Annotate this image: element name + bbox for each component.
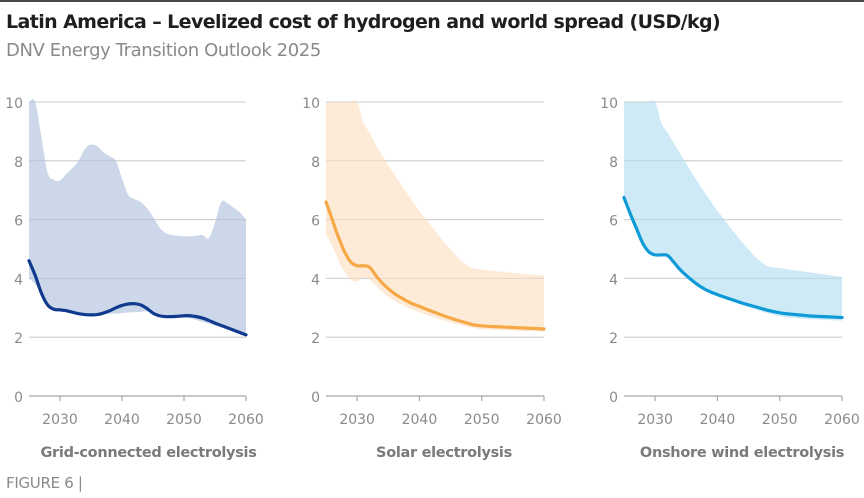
y-tick-label: 10 [302, 96, 320, 112]
top-rule [0, 0, 864, 2]
x-tick-label: 2050 [464, 412, 500, 428]
y-tick-label: 8 [14, 155, 23, 171]
y-tick-label: 6 [14, 214, 23, 230]
x-tick-label: 2040 [402, 412, 438, 428]
latin-america-line [622, 195, 844, 320]
x-tick-label: 2060 [228, 412, 264, 428]
latin-america-line [324, 200, 546, 331]
y-tick-label: 0 [14, 390, 23, 406]
y-tick-label: 6 [311, 214, 320, 230]
x-tick-label: 2040 [104, 412, 140, 428]
x-tick-label: 2050 [166, 412, 202, 428]
y-tick-label: 2 [14, 331, 23, 347]
y-tick-label: 0 [311, 390, 320, 406]
latin-america-line [27, 259, 248, 337]
world-spread-band [29, 99, 246, 335]
y-tick-label: 2 [311, 331, 320, 347]
panel-solar: 2030 2040 2050 2060 0 2 4 6 8 10 Solar electrolysi… [302, 96, 562, 461]
x-tick-label: 2030 [339, 412, 375, 428]
panel-onshore-wind: 2030 2040 2050 2060 0 2 4 6 8 10 Onshore wind elec… [600, 96, 860, 461]
y-tick-label: 4 [14, 272, 23, 288]
chart-subtitle: DNV Energy Transition Outlook 2025 [6, 40, 321, 61]
panel-caption: Grid-connected electrolysis [40, 445, 256, 461]
x-tick-label: 2030 [637, 412, 673, 428]
x-tick-label: 2050 [762, 412, 798, 428]
y-tick-label: 6 [609, 214, 618, 230]
panel-caption: Onshore wind electrolysis [640, 445, 844, 461]
panel-caption: Solar electrolysis [376, 445, 512, 461]
y-tick-label: 10 [5, 96, 23, 112]
panel-grid-connected: 2030 2040 2050 2060 0 2 4 6 8 10 Grid-connected el… [5, 96, 264, 461]
world-spread-band [326, 100, 544, 332]
x-tick-label: 2060 [526, 412, 562, 428]
x-tick-label: 2030 [42, 412, 78, 428]
world-spread-band [624, 100, 842, 321]
x-tick-label: 2060 [824, 412, 860, 428]
chart-title: Latin America – Levelized cost of hydrog… [6, 11, 721, 33]
y-tick-label: 10 [600, 96, 618, 112]
y-tick-label: 0 [609, 390, 618, 406]
y-tick-label: 2 [609, 331, 618, 347]
y-tick-label: 8 [609, 155, 618, 171]
x-tick-label: 2040 [700, 412, 736, 428]
y-tick-label: 4 [609, 272, 618, 288]
figure-label: FIGURE 6 | [6, 474, 83, 492]
y-tick-label: 8 [311, 155, 320, 171]
y-tick-label: 4 [311, 272, 320, 288]
